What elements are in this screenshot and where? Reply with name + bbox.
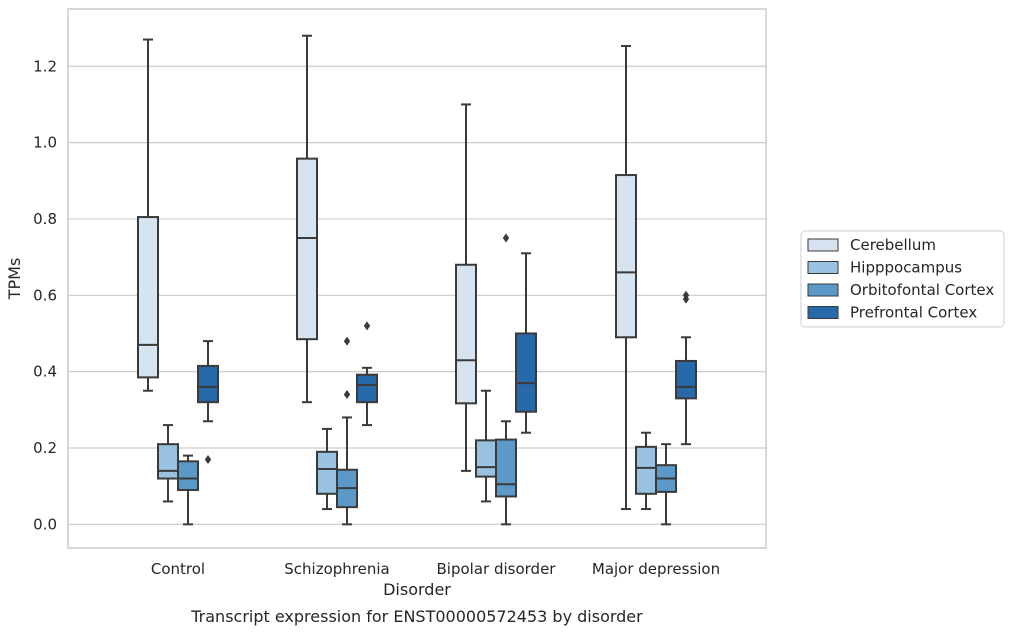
y-tick-label: 0.2 [33,439,57,457]
box-iqr [675,359,697,400]
y-tick-label: 0.8 [33,210,57,228]
box-orbitofontal-cortex [655,443,677,526]
box-iqr [316,450,338,495]
chart-caption: Transcript expression for ENST0000057245… [190,607,643,626]
box-iqr [515,332,537,413]
box-hipppocampus [475,389,497,503]
box-iqr [157,443,179,480]
box-orbitofontal-cortex [495,233,517,526]
x-tick-label: Bipolar disorder [437,560,557,578]
x-tick-label: Control [151,560,205,578]
plot-area-frame [67,8,767,549]
legend-swatch [807,238,839,252]
box-iqr [177,460,199,491]
y-tick-label: 0.6 [33,286,57,304]
legend-swatch [807,261,839,274]
box-iqr [356,373,378,404]
legend-label: Orbitofontal Cortex [850,281,994,299]
box-iqr [455,263,477,405]
legend-label: Hipppocampus [850,259,962,277]
box-iqr [635,445,657,495]
y-tick-label: 0.4 [33,363,57,381]
box-cerebellum [615,45,637,511]
legend-swatch [807,283,839,297]
box-iqr [615,174,637,339]
box-iqr [475,439,497,478]
box-iqr [137,216,159,379]
boxes-layer [137,34,697,526]
box-cerebellum [296,34,318,404]
box-iqr [296,157,318,341]
x-tick-label: Major depression [592,560,720,578]
y-tick-label: 1.2 [33,57,57,75]
box-iqr [495,438,517,498]
y-axis-label: TPMs [5,258,24,301]
outlier-point [343,390,351,400]
box-cerebellum [137,38,159,392]
outlier-point [682,290,690,300]
box-hipppocampus [157,424,179,503]
y-axis-ticks: 0.0 0.2 0.4 0.6 0.8 1.0 1.2 [33,57,57,533]
legend: Cerebellum Hipppocampus Orbitofontal Corte… [800,230,1005,328]
box-iqr [197,364,219,404]
box-orbitofontal-cortex [336,336,358,526]
box-cerebellum [455,103,477,472]
x-tick-label: Schizophrenia [284,560,389,578]
outlier-point [502,233,510,243]
box-hipppocampus [635,431,657,511]
outlier-point [363,321,371,331]
legend-frame [800,230,1005,328]
outlier-point [343,336,351,346]
box-prefrontal-cortex [356,321,378,427]
legend-label: Prefrontal Cortex [850,304,977,322]
box-prefrontal-cortex [675,290,697,446]
box-prefrontal-cortex [197,340,219,464]
y-tick-label: 0.0 [33,515,57,533]
outlier-point [204,454,212,464]
x-axis-label: Disorder [383,580,451,599]
box-prefrontal-cortex [515,252,537,434]
box-hipppocampus [316,427,338,511]
box-orbitofontal-cortex [177,454,199,526]
gridlines [68,65,766,525]
legend-label: Cerebellum [850,236,936,254]
x-axis-ticks: Control Schizophrenia Bipolar disorder Majo… [151,560,720,578]
y-tick-label: 1.0 [33,134,57,152]
legend-swatch [807,306,839,319]
